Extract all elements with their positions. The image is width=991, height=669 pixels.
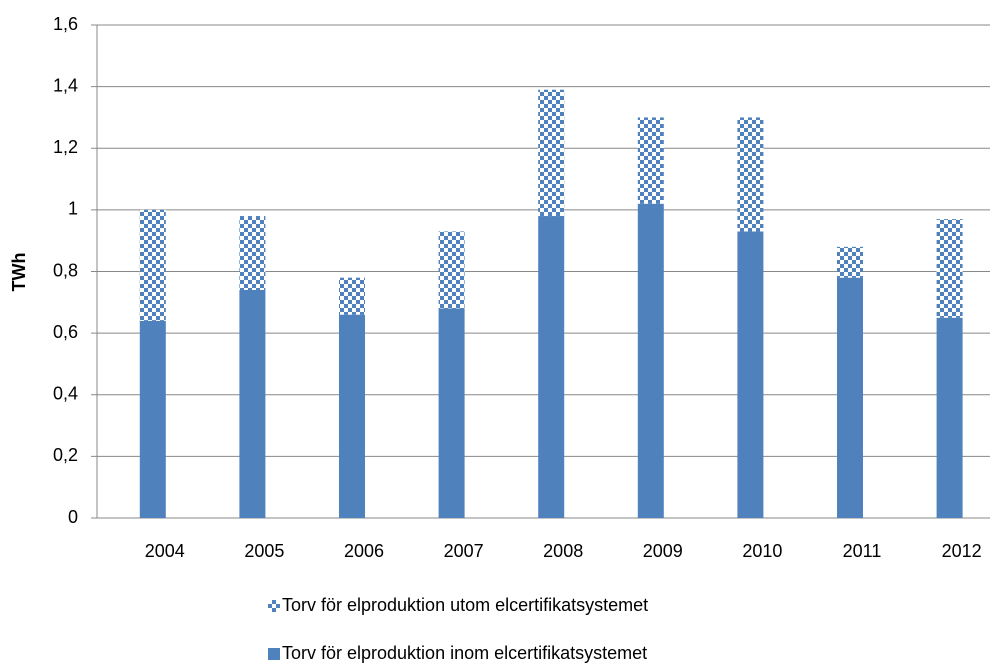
legend-swatch [268, 600, 280, 612]
bar-segment [139, 209, 166, 321]
y-tick-label: 0,2 [53, 445, 78, 465]
bar-segment [239, 216, 266, 290]
y-tick-label: 1,6 [53, 14, 78, 34]
bar-segment [339, 314, 365, 518]
legend-swatch [268, 648, 280, 660]
bar-segment [737, 231, 764, 518]
bar-segment [339, 277, 365, 315]
bar-segment [538, 89, 565, 217]
x-tick-label: 2007 [444, 541, 484, 561]
bar-segment [837, 246, 863, 278]
bar-segment [637, 203, 664, 518]
x-tick-label: 2008 [543, 541, 583, 561]
x-tick-label: 2006 [344, 541, 384, 561]
x-tick-label: 2005 [244, 541, 284, 561]
y-axis-label: TWh [9, 253, 29, 292]
y-tick-label: 0 [68, 507, 78, 527]
y-tick-label: 0,6 [53, 322, 78, 342]
bar-segment [538, 216, 565, 518]
bar-segment [637, 117, 664, 204]
y-tick-label: 1 [68, 199, 78, 219]
y-tick-label: 0,8 [53, 260, 78, 280]
bar-segment [438, 231, 465, 309]
bar-segment [837, 277, 863, 518]
x-tick-label: 2010 [742, 541, 782, 561]
y-tick-label: 0,4 [53, 384, 78, 404]
y-tick-label: 1,4 [53, 75, 78, 95]
bar-segment [936, 317, 963, 518]
bar-segment [438, 308, 465, 518]
legend-label: Torv för elproduktion utom elcertifikats… [282, 595, 648, 615]
bar-segment [936, 219, 963, 318]
x-tick-label: 2009 [643, 541, 683, 561]
legend-label: Torv för elproduktion inom elcertifikats… [282, 643, 647, 663]
bar-segment [737, 117, 764, 232]
bar-segment [239, 289, 266, 518]
bar-segment [139, 320, 166, 518]
x-tick-label: 2012 [942, 541, 982, 561]
x-tick-label: 2004 [145, 541, 185, 561]
x-tick-label: 2011 [843, 541, 882, 561]
y-tick-label: 1,2 [53, 137, 78, 157]
